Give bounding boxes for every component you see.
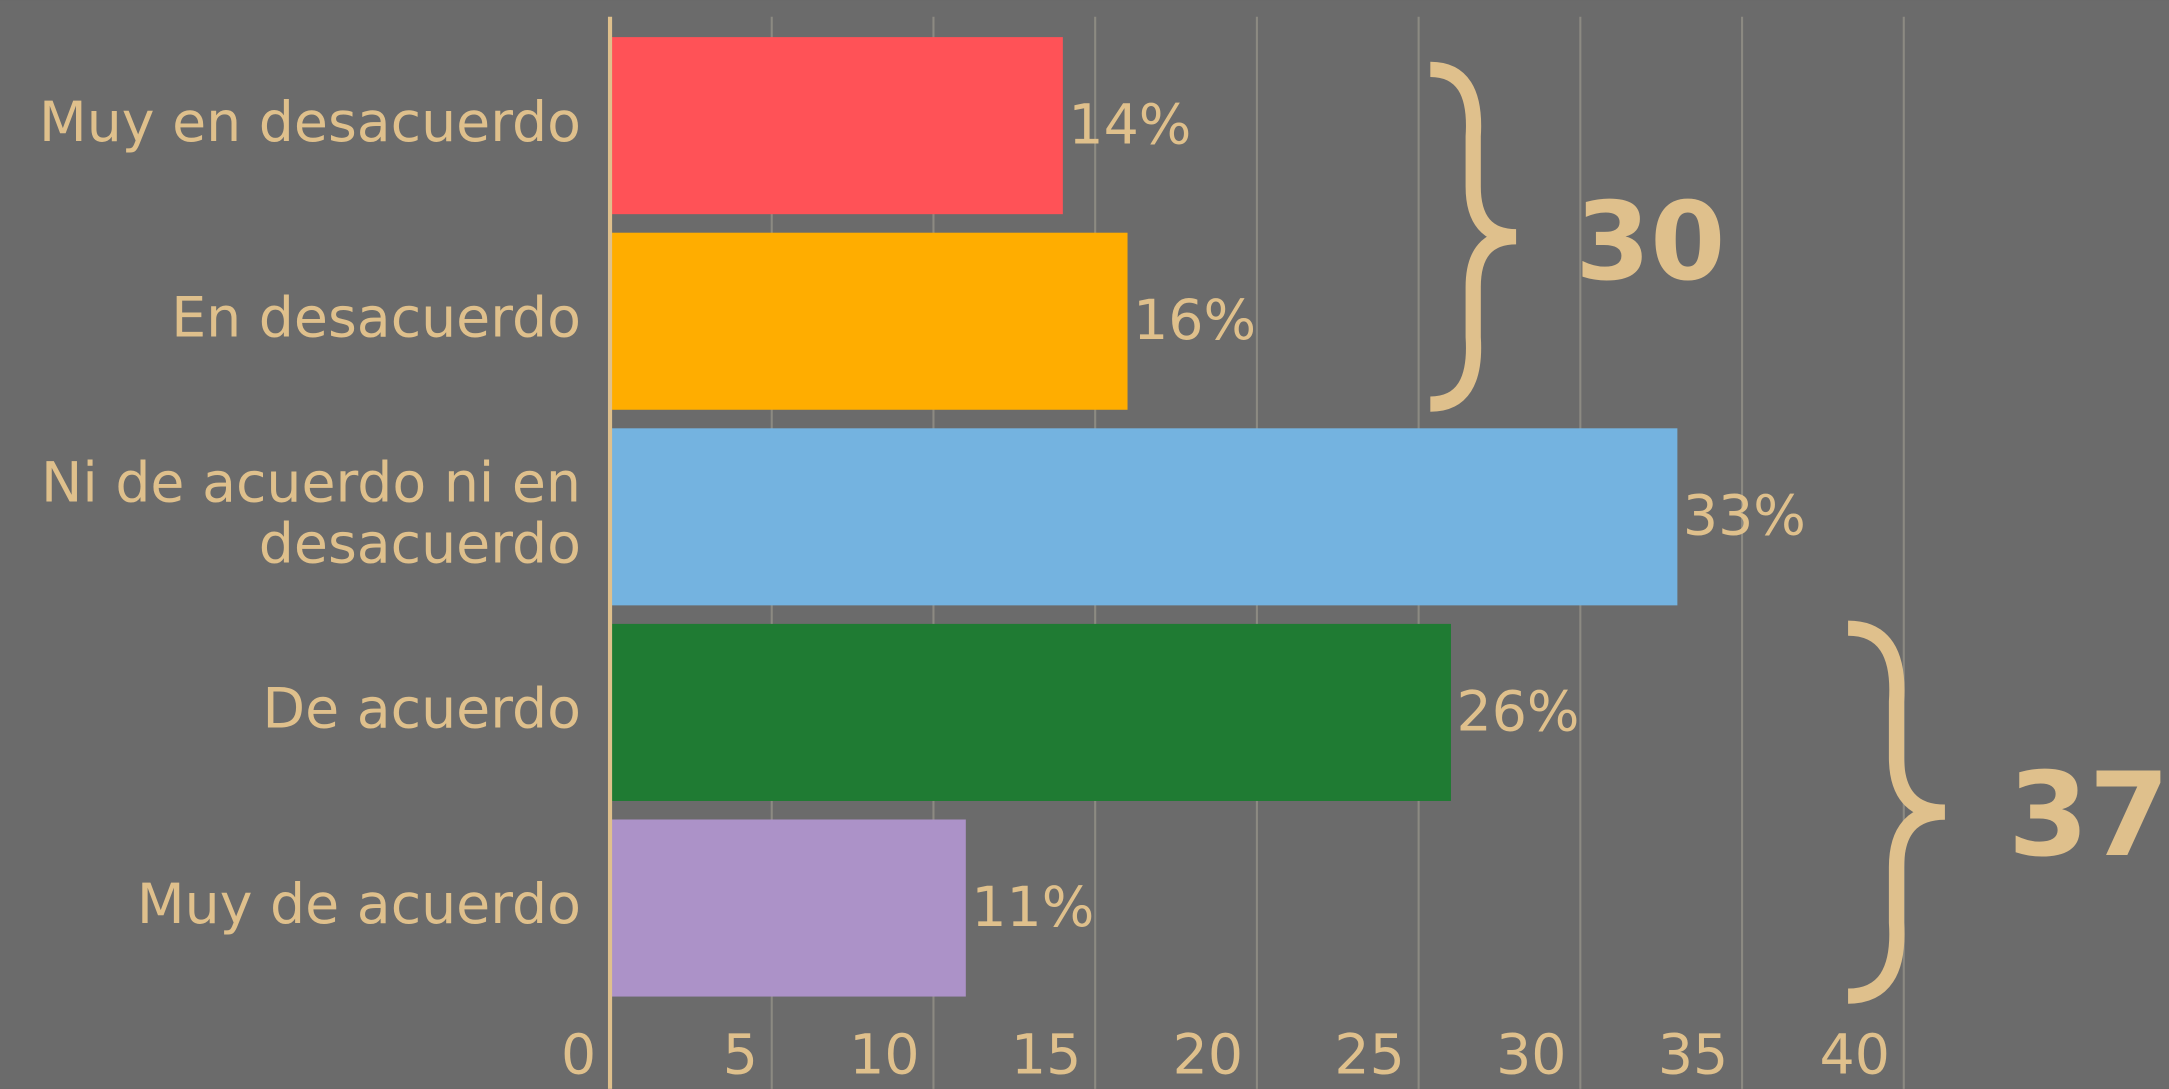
- y-tick-label: Muy de acuerdo: [137, 873, 581, 937]
- brace: [1429, 61, 1517, 412]
- annotation: 30: [1575, 180, 1725, 305]
- x-tick-label: 15: [1011, 1024, 1081, 1088]
- bar: [610, 232, 1128, 410]
- annotation: 37: [2008, 748, 2169, 883]
- value-label: 11%: [971, 876, 1094, 940]
- x-tick-label: 30: [1496, 1024, 1566, 1088]
- x-tick-label: 25: [1334, 1024, 1404, 1088]
- value-label: 14%: [1068, 94, 1191, 158]
- x-tick-label: 40: [1820, 1024, 1890, 1088]
- x-tick-label: 5: [723, 1024, 758, 1088]
- value-label: 16%: [1133, 289, 1256, 353]
- y-tick-label: Ni de acuerdo ni en desacuerdo: [41, 452, 581, 577]
- y-tick-label: De acuerdo: [263, 678, 581, 742]
- value-label: 26%: [1457, 680, 1580, 744]
- bar: [610, 428, 1678, 606]
- x-tick-label: 35: [1658, 1024, 1728, 1088]
- y-tick-label: En desacuerdo: [171, 286, 581, 350]
- x-tick-label: 20: [1173, 1024, 1243, 1088]
- x-tick-label: 10: [849, 1024, 919, 1088]
- y-tick-label: Muy en desacuerdo: [39, 91, 581, 155]
- bar: [610, 37, 1063, 215]
- x-tick-label: 0: [561, 1024, 596, 1088]
- bar: [610, 623, 1451, 801]
- brace: [1847, 620, 1946, 1004]
- value-label: 33%: [1683, 485, 1806, 549]
- bar: [610, 819, 966, 997]
